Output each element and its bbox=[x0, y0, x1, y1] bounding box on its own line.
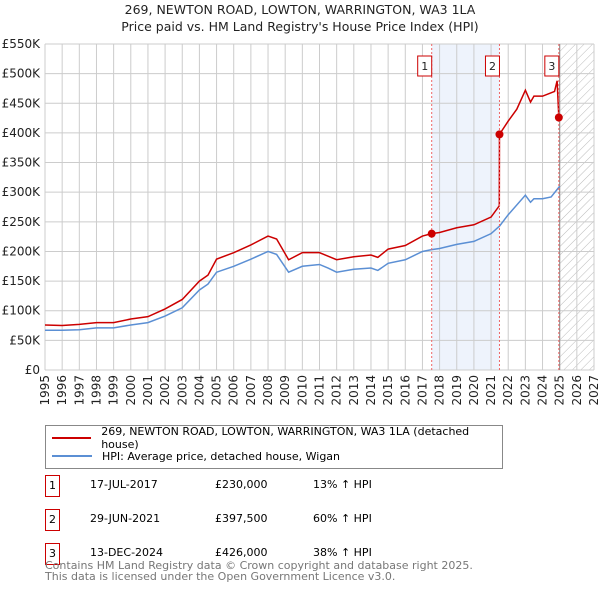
x-tick-label: 1997 bbox=[72, 375, 86, 406]
y-tick-label: £450K bbox=[2, 96, 42, 110]
legend-swatch-blue bbox=[52, 455, 92, 457]
x-tick-label: 2021 bbox=[484, 375, 498, 406]
sale-hpi-change: 13% ↑ HPI bbox=[313, 478, 372, 491]
x-tick-label: 2027 bbox=[587, 375, 600, 406]
x-tick-label: 1995 bbox=[38, 375, 52, 406]
sale-date: 29-JUN-2021 bbox=[90, 512, 161, 525]
sale-number-badge: 2 bbox=[45, 509, 60, 531]
chart-title: 269, NEWTON ROAD, LOWTON, WARRINGTON, WA… bbox=[124, 2, 476, 17]
legend-swatch-red bbox=[52, 437, 92, 439]
sale-point bbox=[554, 113, 563, 122]
sale-price: £426,000 bbox=[215, 546, 268, 559]
sale-number-badge: 1 bbox=[45, 475, 60, 497]
x-tick-label: 2014 bbox=[364, 375, 378, 406]
sale-label: 1 bbox=[421, 60, 428, 73]
sale-row: 2 29-JUN-2021 £397,500 60% ↑ HPI bbox=[45, 509, 545, 531]
x-tick-label: 1999 bbox=[107, 375, 121, 406]
sale-label-box bbox=[417, 55, 433, 77]
shaded-period bbox=[431, 44, 500, 370]
property-price-line bbox=[44, 80, 560, 327]
sale-date: 17-JUL-2017 bbox=[90, 478, 158, 491]
sale-hpi-change: 38% ↑ HPI bbox=[313, 546, 372, 559]
x-tick-label: 2013 bbox=[347, 375, 361, 406]
x-tick-label: 2000 bbox=[124, 375, 138, 406]
sale-row: 3 13-DEC-2024 £426,000 38% ↑ HPI bbox=[45, 543, 545, 565]
x-tick-label: 2010 bbox=[295, 375, 309, 406]
y-tick-label: £0 bbox=[25, 363, 40, 377]
legend-item-hpi: HPI: Average price, detached house, Wiga… bbox=[52, 447, 340, 465]
chart-plot: £0 £50K £100K £150K £200K £250K £300K £350K £400… bbox=[2, 37, 600, 406]
x-tick-label: 2009 bbox=[278, 375, 292, 406]
sale-label: 2 bbox=[489, 60, 496, 73]
y-tick-label: £100K bbox=[2, 304, 42, 318]
x-tick-label: 2004 bbox=[192, 375, 206, 406]
sale-row: 1 17-JUL-2017 £230,000 13% ↑ HPI bbox=[45, 475, 545, 497]
legend: 269, NEWTON ROAD, LOWTON, WARRINGTON, WA… bbox=[45, 425, 503, 469]
x-tick-label: 2022 bbox=[501, 375, 515, 406]
x-tick-label: 2017 bbox=[415, 375, 429, 406]
chart-subtitle: Price paid vs. HM Land Registry's House … bbox=[121, 19, 479, 34]
x-tick-label: 2001 bbox=[141, 375, 155, 406]
x-tick-label: 2007 bbox=[244, 375, 258, 406]
sale-hpi-change: 60% ↑ HPI bbox=[313, 512, 372, 525]
x-tick-label: 2019 bbox=[450, 375, 464, 406]
x-tick-label: 2005 bbox=[210, 375, 224, 406]
y-tick-label: £150K bbox=[2, 274, 42, 288]
hpi-line bbox=[45, 185, 561, 332]
x-tick-label: 2016 bbox=[398, 375, 412, 406]
y-tick-label: £250K bbox=[2, 215, 42, 229]
x-tick-label: 2012 bbox=[330, 375, 344, 406]
x-tick-label: 2025 bbox=[553, 375, 567, 406]
x-tick-label: 2026 bbox=[570, 375, 584, 406]
x-tick-label: 2008 bbox=[261, 375, 275, 406]
x-tick-label: 2003 bbox=[175, 375, 189, 406]
x-tick-label: 2006 bbox=[227, 375, 241, 406]
sale-date: 13-DEC-2024 bbox=[90, 546, 164, 559]
x-tick-label: 1998 bbox=[89, 375, 103, 406]
footer-line: Contains HM Land Registry data © Crown c… bbox=[45, 559, 473, 572]
y-tick-label: £50K bbox=[9, 333, 41, 347]
y-tick-label: £400K bbox=[2, 126, 42, 140]
legend-label: 269, NEWTON ROAD, LOWTON, WARRINGTON, WA… bbox=[101, 425, 470, 451]
legend-item-property: 269, NEWTON ROAD, LOWTON, WARRINGTON, WA… bbox=[52, 425, 502, 451]
sale-label: 3 bbox=[548, 60, 555, 73]
sale-price: £230,000 bbox=[215, 478, 268, 491]
y-tick-label: £350K bbox=[2, 156, 42, 170]
x-tick-label: 2018 bbox=[433, 375, 447, 406]
x-tick-label: 2015 bbox=[381, 375, 395, 406]
sale-price: £397,500 bbox=[215, 512, 268, 525]
y-tick-label: £500K bbox=[2, 67, 42, 81]
x-tick-label: 2002 bbox=[158, 375, 172, 406]
sale-label-box bbox=[484, 55, 500, 77]
x-tick-label: 2020 bbox=[467, 375, 481, 406]
sale-point bbox=[495, 130, 504, 139]
y-tick-label: £550K bbox=[2, 37, 42, 51]
sale-label-box bbox=[544, 55, 560, 77]
x-tick-label: 2011 bbox=[313, 375, 327, 406]
sale-number-badge: 3 bbox=[45, 543, 60, 565]
x-tick-label: 1996 bbox=[55, 375, 69, 406]
y-tick-label: £200K bbox=[2, 244, 42, 258]
sale-point bbox=[427, 229, 436, 238]
x-tick-label: 2024 bbox=[536, 375, 550, 406]
x-tick-label: 2023 bbox=[518, 375, 532, 406]
footer-line: This data is licensed under the Open Gov… bbox=[45, 570, 396, 583]
y-tick-label: £300K bbox=[2, 185, 42, 199]
footer: Contains HM Land Registry data © Crown c… bbox=[45, 560, 473, 582]
legend-label: HPI: Average price, detached house, Wiga… bbox=[102, 449, 341, 463]
